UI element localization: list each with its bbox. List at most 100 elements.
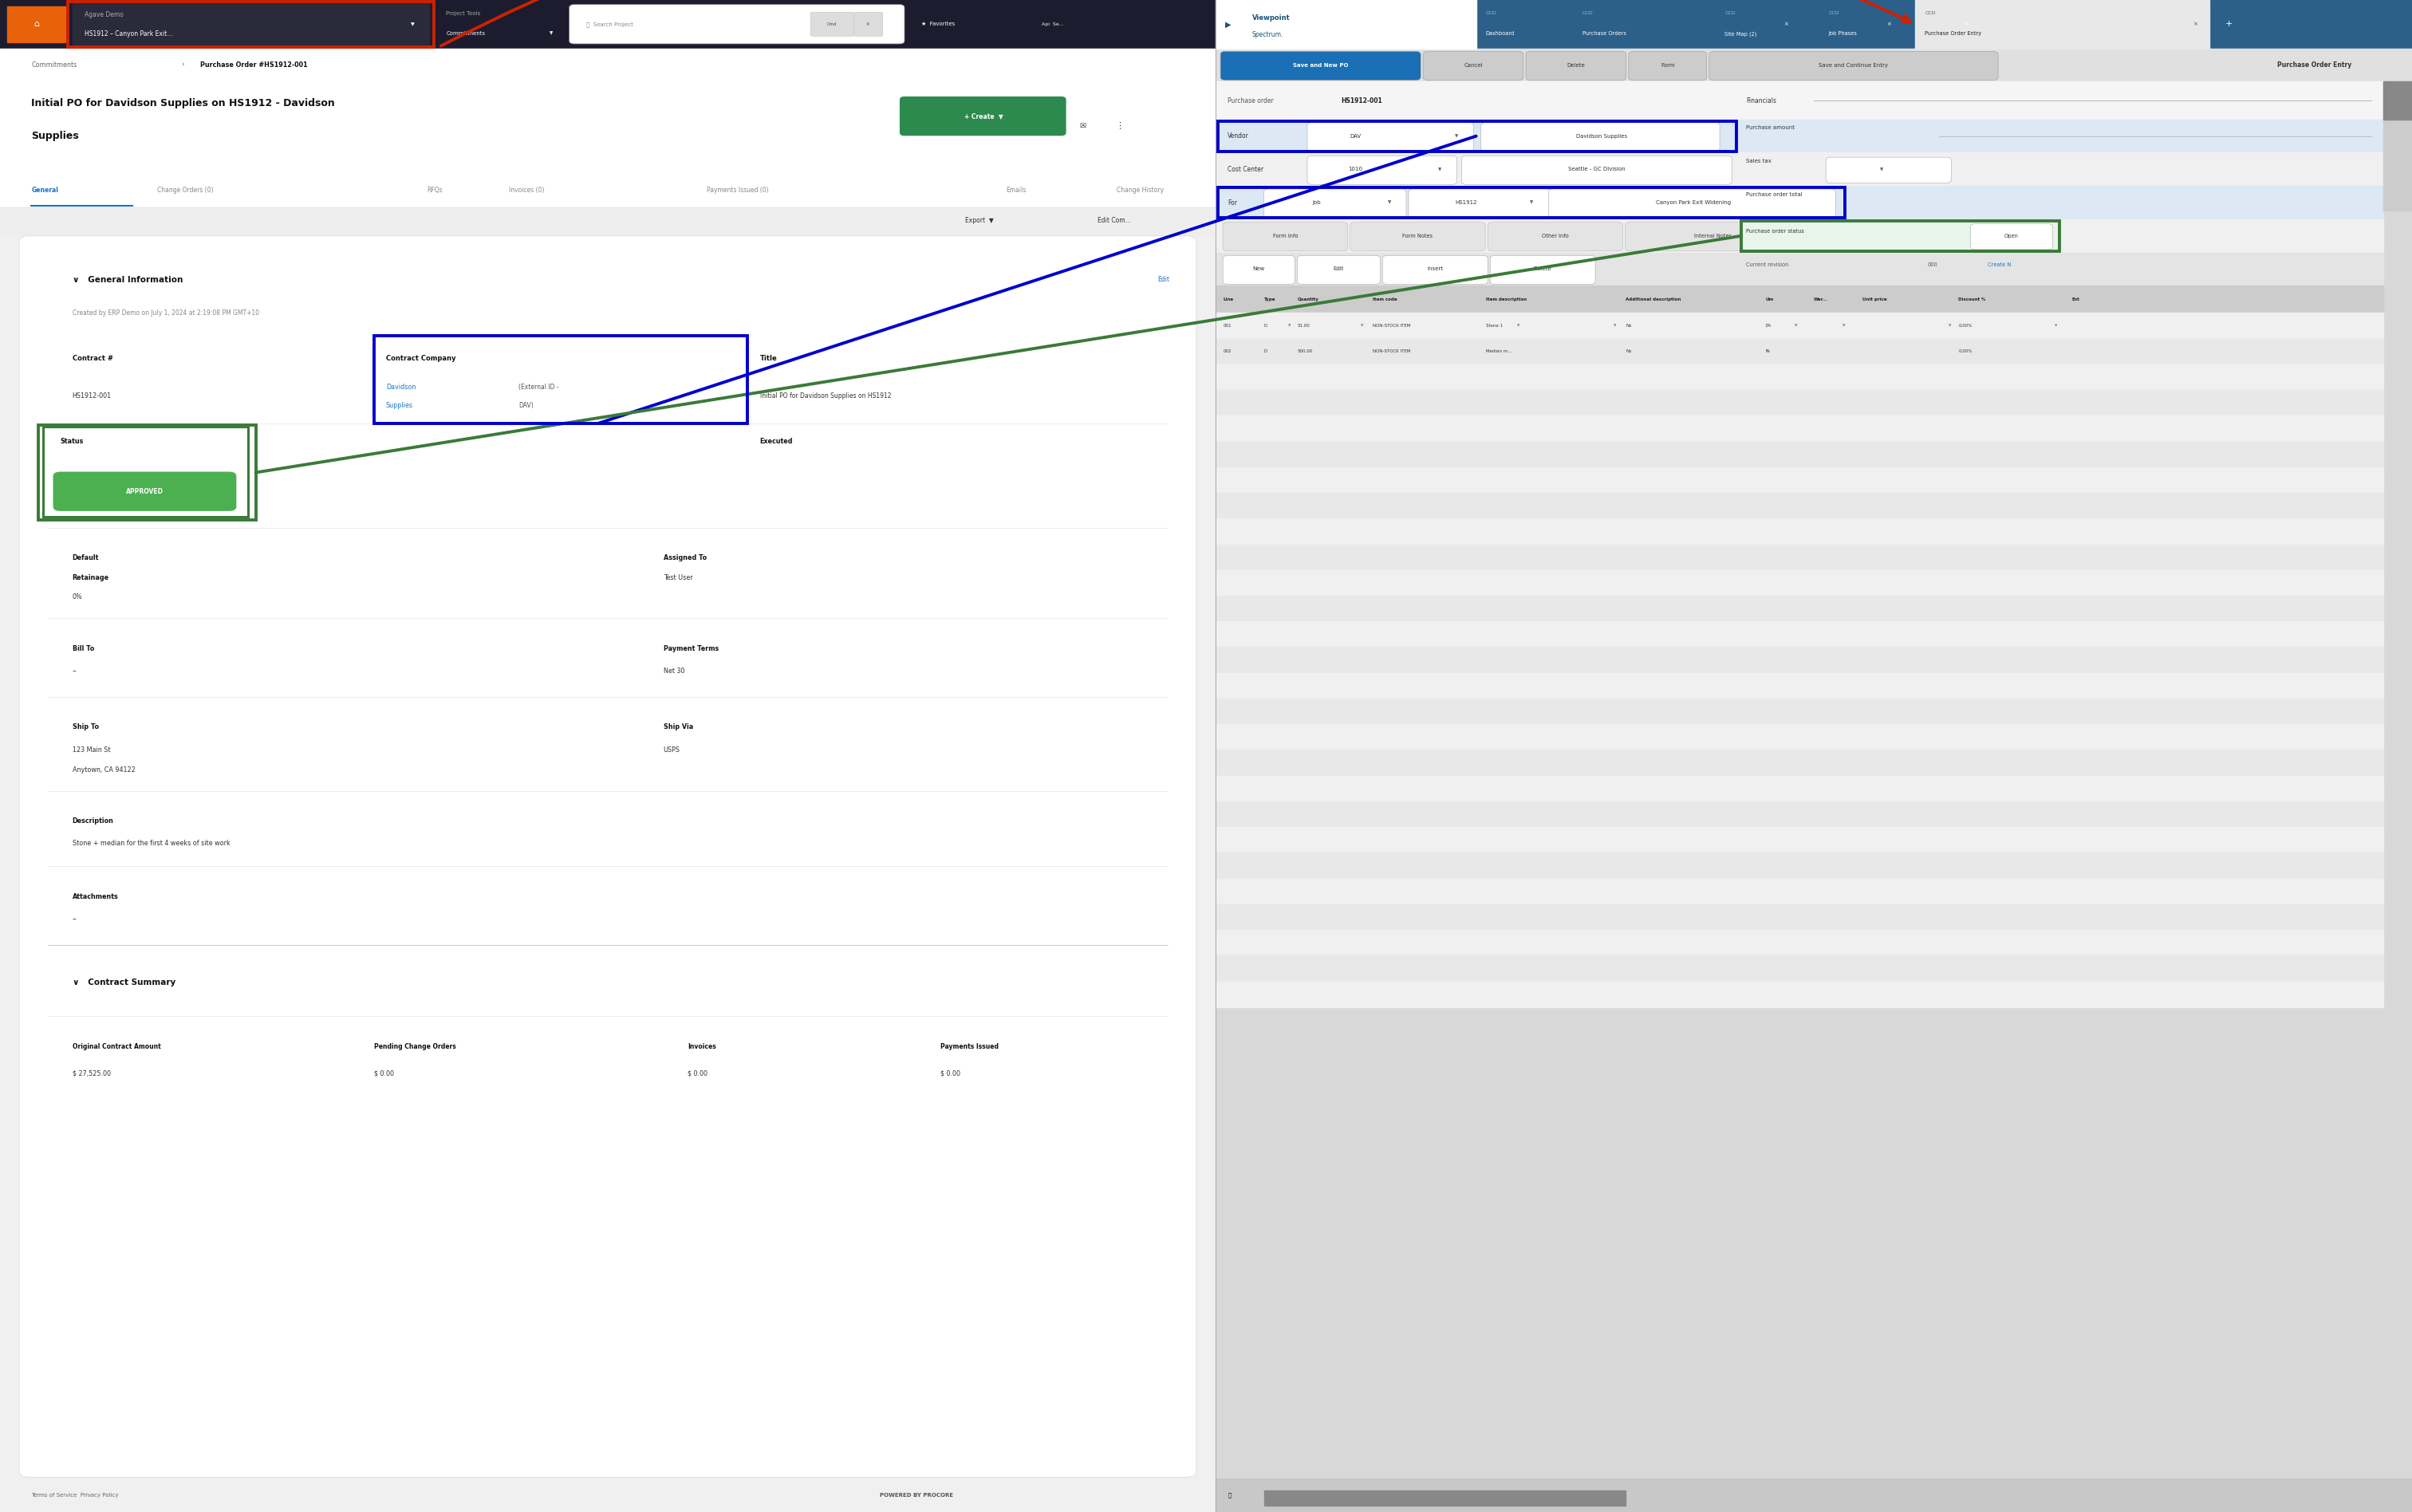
Text: Form Notes: Form Notes [1401,233,1433,239]
Bar [39,425,256,520]
Text: CCD: CCD [1486,12,1498,15]
Text: POWERED BY PROCORE: POWERED BY PROCORE [880,1492,953,1498]
Text: No: No [1626,324,1631,328]
FancyBboxPatch shape [1491,256,1594,284]
Text: 002: 002 [1223,349,1230,354]
Text: Item code: Item code [1372,298,1397,301]
Text: 001: 001 [1223,324,1230,328]
Bar [1216,219,2383,253]
FancyBboxPatch shape [1382,256,1488,284]
Text: CCD: CCD [1828,12,1840,15]
Text: Payments Issued: Payments Issued [941,1043,999,1049]
Text: Job Phases: Job Phases [1828,32,1857,36]
Text: EA: EA [1766,324,1770,328]
Bar [1741,221,2060,251]
Text: ▼: ▼ [1614,324,1616,328]
Text: ⌂: ⌂ [34,20,39,29]
Bar [1216,153,2383,186]
Bar [1216,570,2383,596]
Text: Status: Status [60,438,84,445]
Bar [1216,82,2383,119]
Text: (External ID -: (External ID - [519,384,560,390]
Text: ✉: ✉ [1081,122,1085,130]
Text: Edit: Edit [1158,277,1170,283]
Text: 123 Main St: 123 Main St [72,747,111,753]
FancyBboxPatch shape [1423,51,1524,80]
Text: Emails: Emails [1006,187,1025,194]
Text: Save and Continue Entry: Save and Continue Entry [1819,64,1889,68]
Text: Cost Center: Cost Center [1228,166,1264,172]
Text: Project Tools: Project Tools [446,11,480,17]
Bar [68,2,434,47]
Text: ▼: ▼ [1949,324,1951,328]
Text: Retainage: Retainage [72,575,109,581]
Text: Supplies: Supplies [386,402,412,408]
Bar [7,6,65,42]
FancyBboxPatch shape [1488,222,1623,251]
Bar [1216,699,2383,724]
Text: Change History: Change History [1117,187,1165,194]
FancyBboxPatch shape [1628,51,1708,80]
FancyBboxPatch shape [1409,189,1551,218]
Text: Agave Demo: Agave Demo [84,11,123,18]
Text: +: + [2224,20,2234,29]
Bar [1216,544,2383,570]
Text: ▼: ▼ [1288,324,1290,328]
Text: Quantity: Quantity [1298,298,1319,301]
Bar [0,82,1216,180]
Bar [1264,1491,1626,1506]
Text: DAV): DAV) [519,402,533,408]
Text: Purchase order total: Purchase order total [1746,192,1802,197]
Text: Terms of Service  Privacy Policy: Terms of Service Privacy Policy [31,1492,118,1498]
Text: Original Contract Amount: Original Contract Amount [72,1043,162,1049]
Text: ▼: ▼ [1454,135,1459,138]
Text: No: No [1626,349,1631,354]
FancyBboxPatch shape [1527,51,1626,80]
Text: ▼: ▼ [1529,201,1534,204]
Text: Api  Se...: Api Se... [1042,23,1064,26]
Text: Export  ▼: Export ▼ [965,218,994,224]
Text: ★  Favorites: ★ Favorites [921,21,955,27]
Bar [1216,313,2383,339]
Text: Created by ERP Demo on July 1, 2024 at 2:19:08 PM GMT+10: Created by ERP Demo on July 1, 2024 at 2… [72,310,258,316]
Text: Net 30: Net 30 [663,668,685,674]
Text: ▼: ▼ [1795,324,1797,328]
Text: --: -- [72,916,77,922]
Text: Additional description: Additional description [1626,298,1681,301]
Text: 0.00%: 0.00% [1959,349,1973,354]
Text: 1010: 1010 [1348,166,1363,172]
Bar [2383,82,2412,210]
Text: 🔒: 🔒 [1228,1492,1230,1498]
Text: + Create  ▼: + Create ▼ [965,112,1003,119]
Text: Vendor: Vendor [1228,133,1249,139]
Text: ×: × [1785,21,1787,27]
Text: Open: Open [2004,233,2019,239]
Bar [1216,956,2383,981]
Bar [1216,48,2412,82]
Bar [1216,0,2412,48]
Text: 51.00: 51.00 [1298,324,1310,328]
Text: RFQs: RFQs [427,187,441,194]
Bar [1216,416,2383,442]
Text: Site Map (2): Site Map (2) [1725,32,1756,36]
Text: Delete: Delete [1534,266,1551,272]
Text: Advanced Setti...: Advanced Setti... [1343,187,1397,194]
Bar [1218,121,1737,151]
Text: Ext: Ext [2072,298,2079,301]
Text: Bill To: Bill To [72,646,94,652]
Bar [1915,0,2209,48]
Text: Attachments: Attachments [72,894,118,900]
FancyBboxPatch shape [1220,51,1421,80]
Text: Initial PO for Davidson Supplies on HS1912 - Davidson: Initial PO for Davidson Supplies on HS19… [31,98,335,109]
Bar [1216,519,2383,544]
Bar [374,336,748,423]
Text: Save and New PO: Save and New PO [1293,64,1348,68]
Text: Other Info: Other Info [1541,233,1568,239]
Text: Ship To: Ship To [72,724,99,730]
FancyBboxPatch shape [1223,256,1295,284]
Text: Stone + median for the first 4 weeks of site work: Stone + median for the first 4 weeks of … [72,841,229,847]
Text: Title: Title [760,355,777,361]
Text: ∨   General Information: ∨ General Information [72,275,183,284]
Text: CCD: CCD [1925,12,1937,15]
FancyBboxPatch shape [569,5,905,44]
